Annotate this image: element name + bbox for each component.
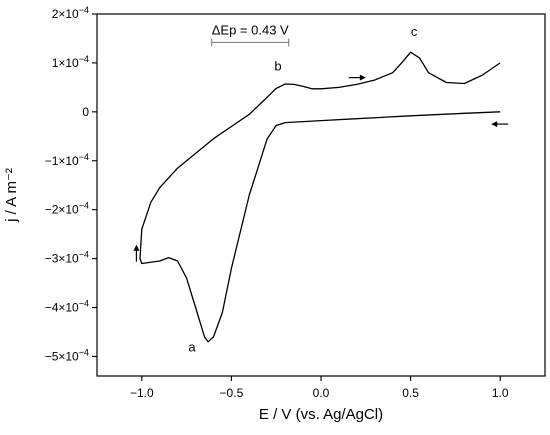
y-tick-label: 1×10−4 xyxy=(52,54,89,70)
y-tick-mantissa: −2×10 xyxy=(45,203,79,217)
y-tick-exponent: −4 xyxy=(79,347,89,357)
y-tick-mantissa: −1×10 xyxy=(45,154,79,168)
y-tick-mantissa: −5×10 xyxy=(45,349,79,363)
x-axis-title: E / V (vs. Ag/AgCl) xyxy=(259,406,383,423)
y-tick-exponent: −4 xyxy=(79,152,89,162)
axes xyxy=(96,13,546,377)
y-tick-exponent: −4 xyxy=(79,250,89,260)
plot-frame xyxy=(96,13,546,377)
y-tick-label: 0 xyxy=(82,105,89,119)
y-tick-mantissa: 2×10 xyxy=(52,7,79,21)
x-tick-label: −1.0 xyxy=(130,386,154,400)
y-tick-mantissa: 0 xyxy=(82,105,89,119)
peak-label-c: c xyxy=(411,24,418,39)
y-tick-label: −1×10−4 xyxy=(45,152,89,168)
y-tick-mantissa: −4×10 xyxy=(45,301,79,315)
peak-label-a: a xyxy=(188,340,196,355)
y-tick-label: 2×10−4 xyxy=(52,5,89,21)
y-tick-label: −5×10−4 xyxy=(45,347,89,363)
x-tick-label: 1.0 xyxy=(492,386,509,400)
y-tick-mantissa: 1×10 xyxy=(52,56,79,70)
y-tick-exponent: −4 xyxy=(79,201,89,211)
peak-label-b: b xyxy=(274,58,281,73)
ticks: −1.0 −0.5 0.0 0.5 1.02×10−41×10−40−1×10−4−2×… xyxy=(45,5,509,400)
arrow-forward-upper xyxy=(348,74,366,81)
delta-ep-label: ΔEp = 0.43 V xyxy=(212,22,289,37)
x-tick-label: −0.5 xyxy=(220,386,244,400)
y-tick-exponent: −4 xyxy=(79,54,89,64)
arrow-return-right xyxy=(491,121,509,128)
y-tick-label: −2×10−4 xyxy=(45,201,89,217)
x-tick-label: 0.5 xyxy=(402,386,419,400)
y-tick-exponent: −4 xyxy=(79,5,89,15)
y-tick-label: −3×10−4 xyxy=(45,250,89,266)
y-axis-title: j / A m⁻² xyxy=(3,168,20,223)
arrow-up-left xyxy=(133,244,140,262)
x-tick-label: 0.0 xyxy=(313,386,330,400)
annotations: a b c ΔEp = 0.43 V xyxy=(188,22,418,354)
y-tick-label: −4×10−4 xyxy=(45,299,89,315)
cv-curve xyxy=(139,51,501,343)
y-tick-mantissa: −3×10 xyxy=(45,252,79,266)
scan-direction-arrows xyxy=(133,74,509,262)
y-tick-exponent: −4 xyxy=(79,299,89,309)
